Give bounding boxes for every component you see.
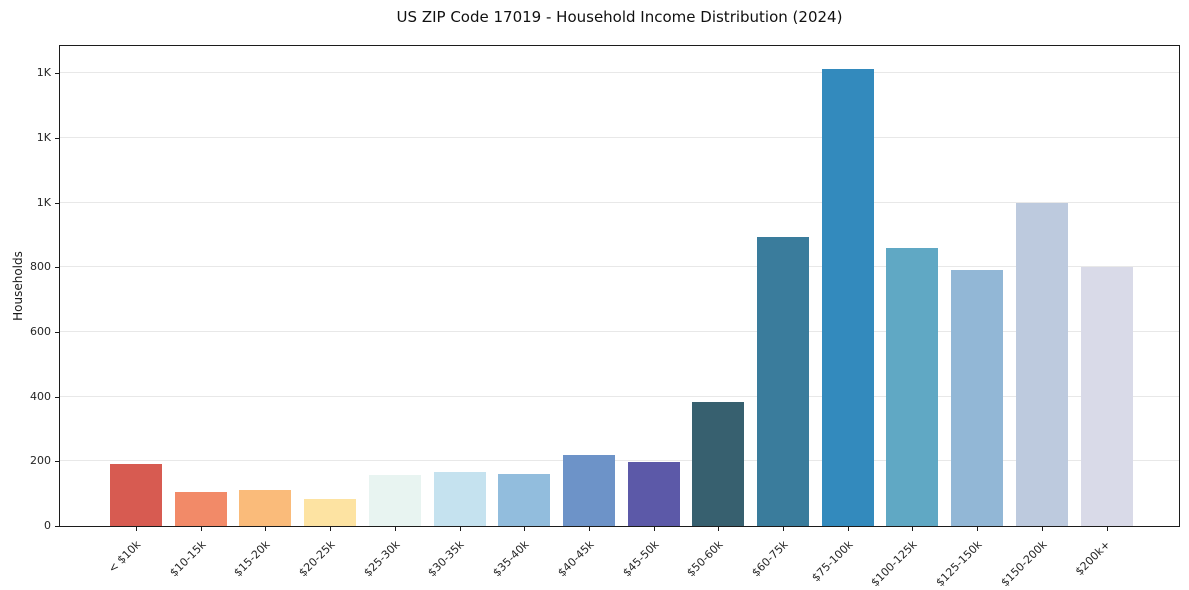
bar-9	[692, 402, 744, 526]
y-tick-label: 0	[44, 519, 51, 532]
x-tick-label: $125-150k	[933, 538, 985, 590]
y-tick-mark	[55, 73, 59, 74]
x-tick-mark	[912, 527, 913, 531]
y-tick-label: 800	[30, 260, 51, 273]
x-tick-mark	[1107, 527, 1108, 531]
bar-11	[822, 69, 874, 526]
bar-2	[239, 490, 291, 526]
bar-3	[304, 499, 356, 526]
y-tick-label: 600	[30, 325, 51, 338]
gridline	[60, 72, 1179, 73]
x-tick-label: $40-45k	[554, 538, 597, 580]
x-tick-mark	[265, 527, 266, 531]
x-tick-mark	[783, 527, 784, 531]
bar-5	[434, 472, 486, 526]
bar-1	[175, 492, 227, 526]
x-tick-label: $10-15k	[166, 538, 209, 580]
bar-14	[1016, 203, 1068, 526]
y-tick-mark	[55, 138, 59, 139]
y-tick-mark	[55, 526, 59, 527]
bar-10	[757, 237, 809, 526]
y-tick-label: 200	[30, 454, 51, 467]
gridline	[60, 396, 1179, 397]
x-tick-mark	[654, 527, 655, 531]
y-tick-mark	[55, 332, 59, 333]
x-tick-mark	[1042, 527, 1043, 531]
gridline	[60, 460, 1179, 461]
y-tick-mark	[55, 397, 59, 398]
x-tick-label: $50-60k	[683, 538, 726, 580]
x-tick-mark	[395, 527, 396, 531]
x-tick-label: $20-25k	[295, 538, 338, 580]
x-tick-label: < $10k	[105, 538, 144, 576]
chart-title: US ZIP Code 17019 - Household Income Dis…	[396, 8, 843, 26]
x-tick-label: $150-200k	[998, 538, 1050, 590]
x-tick-label: $200k+	[1073, 538, 1114, 579]
x-tick-label: $30-35k	[424, 538, 467, 580]
plot-area	[59, 45, 1180, 527]
x-tick-mark	[589, 527, 590, 531]
bar-12	[886, 248, 938, 526]
y-tick-label: 1K	[36, 66, 51, 79]
bar-13	[951, 270, 1003, 526]
x-tick-label: $60-75k	[748, 538, 791, 580]
x-tick-mark	[136, 527, 137, 531]
gridline	[60, 331, 1179, 332]
x-tick-mark	[460, 527, 461, 531]
bar-4	[369, 475, 421, 526]
x-tick-mark	[977, 527, 978, 531]
y-tick-label: 400	[30, 390, 51, 403]
x-tick-label: $75-100k	[808, 538, 856, 585]
y-tick-mark	[55, 203, 59, 204]
x-tick-mark	[524, 527, 525, 531]
bar-6	[498, 474, 550, 526]
gridline	[60, 137, 1179, 138]
bar-15	[1081, 267, 1133, 526]
x-tick-label: $25-30k	[360, 538, 403, 580]
bar-8	[628, 462, 680, 526]
y-tick-mark	[55, 461, 59, 462]
x-tick-label: $45-50k	[619, 538, 662, 580]
x-tick-label: $35-40k	[489, 538, 532, 580]
x-tick-label: $100-125k	[868, 538, 920, 590]
bar-7	[563, 455, 615, 526]
gridline	[60, 202, 1179, 203]
x-tick-mark	[330, 527, 331, 531]
y-tick-label: 1K	[36, 131, 51, 144]
gridline	[60, 266, 1179, 267]
x-tick-label: $15-20k	[230, 538, 273, 580]
x-tick-mark	[718, 527, 719, 531]
y-tick-mark	[55, 267, 59, 268]
x-tick-mark	[848, 527, 849, 531]
y-tick-label: 1K	[36, 196, 51, 209]
bar-0	[110, 464, 162, 526]
x-tick-mark	[201, 527, 202, 531]
